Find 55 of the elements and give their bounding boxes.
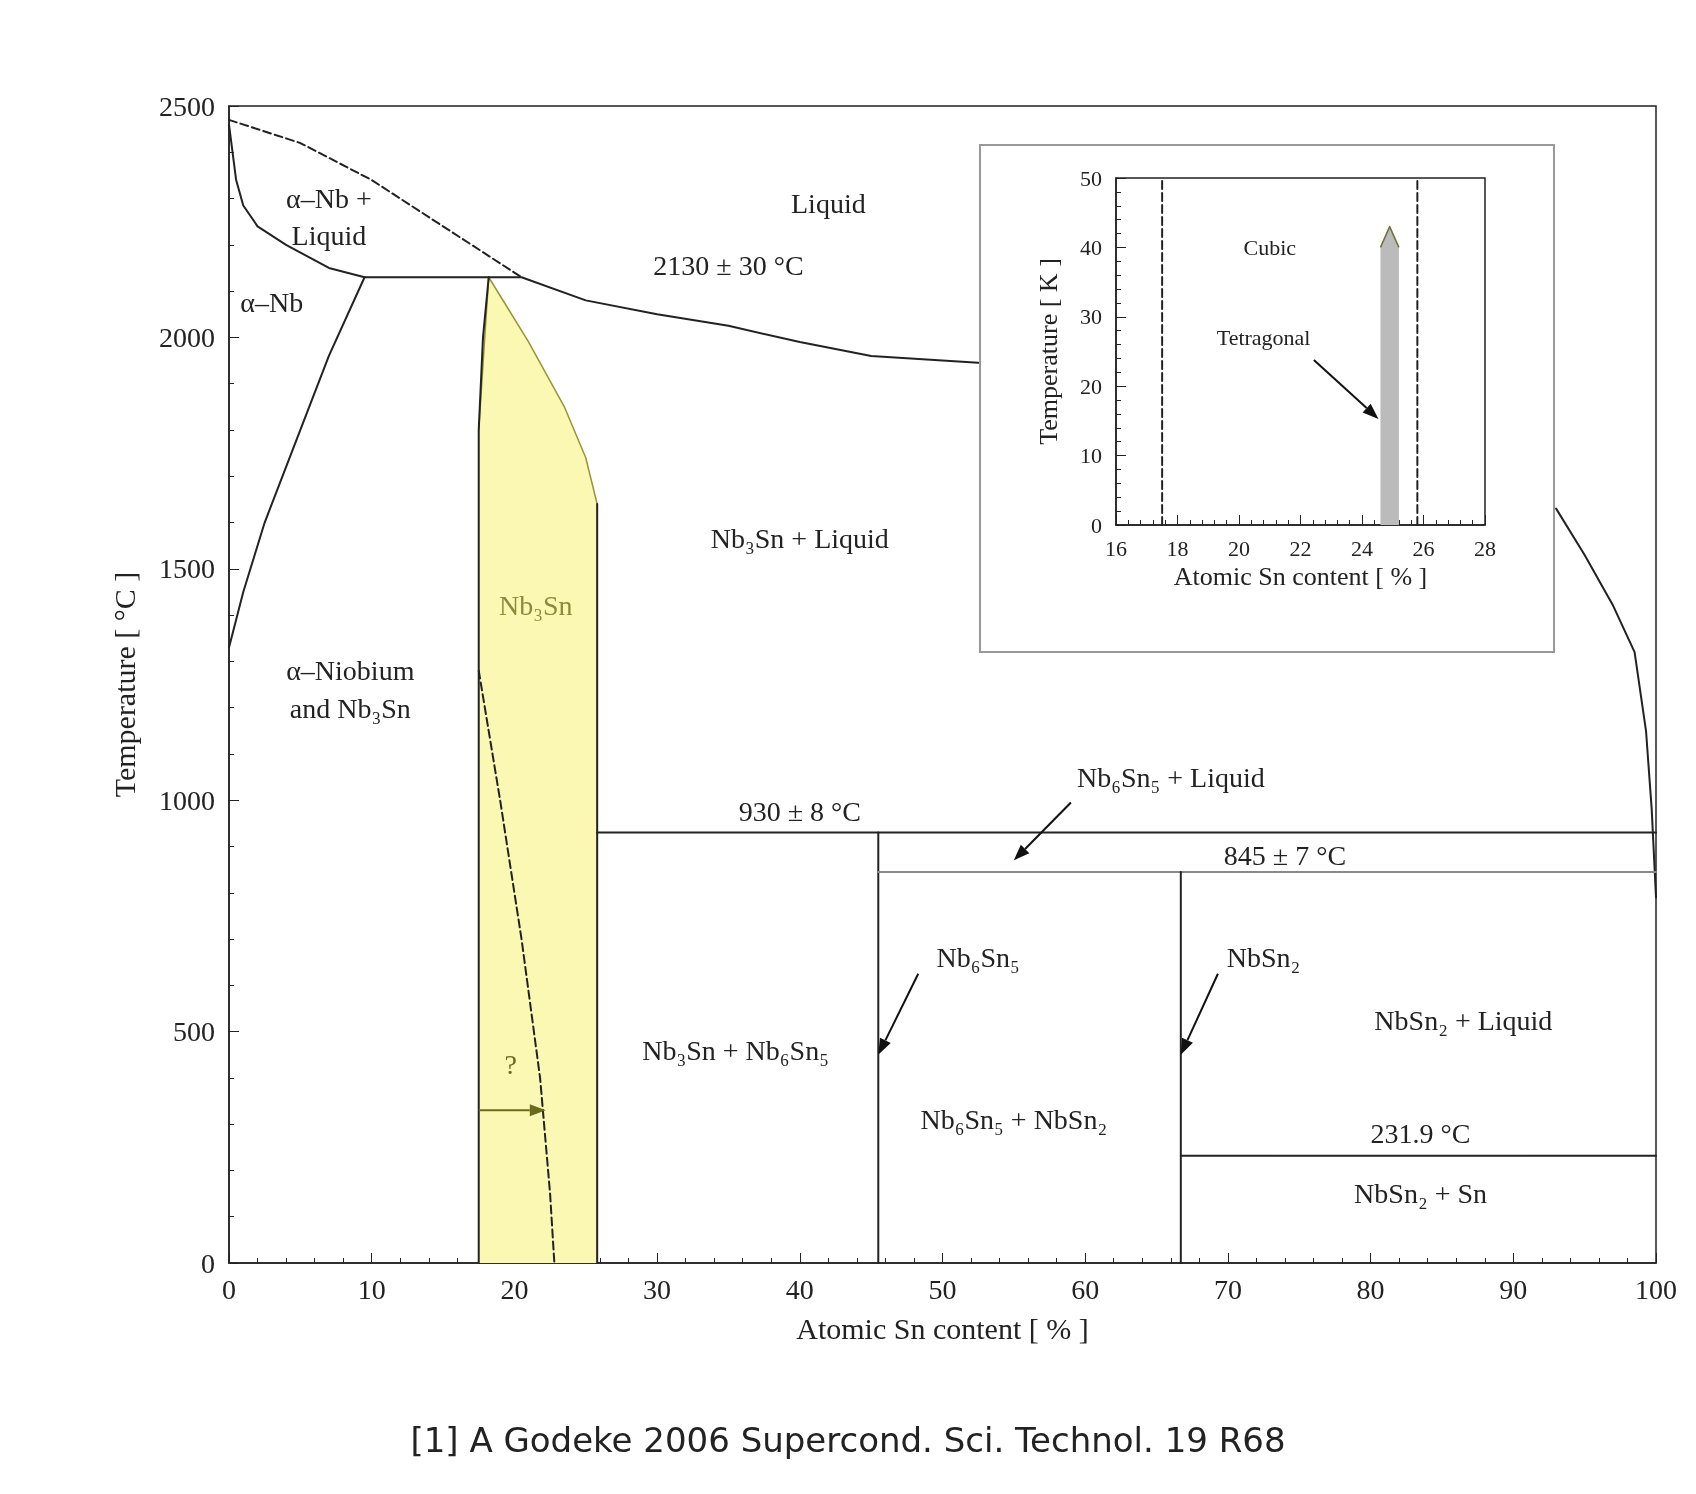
y-axis-title: Temperature [ K ] bbox=[1033, 258, 1063, 445]
x-tick-label: 60 bbox=[1071, 1273, 1100, 1305]
annotation: Nb₃Sn + Liquid bbox=[710, 523, 889, 555]
y-tick-label: 1500 bbox=[159, 553, 215, 585]
x-tick-label: 10 bbox=[357, 1273, 386, 1305]
x-tick-label: 28 bbox=[1474, 535, 1496, 561]
annotation: Nb₆Sn₅ + Liquid bbox=[1076, 761, 1265, 793]
y-tick-label: 30 bbox=[1080, 304, 1102, 330]
y-tick-label: 10 bbox=[1080, 443, 1102, 469]
y-tick-label: 50 bbox=[1080, 165, 1102, 191]
y-tick-label: 40 bbox=[1080, 234, 1102, 260]
x-tick-label: 20 bbox=[500, 1273, 529, 1305]
x-tick-label: 22 bbox=[1289, 535, 1312, 561]
annotation: 231.9 °C bbox=[1370, 1117, 1471, 1149]
y-tick-label: 0 bbox=[1091, 512, 1102, 538]
x-tick-label: 40 bbox=[785, 1273, 814, 1305]
x-tick-label: 20 bbox=[1228, 535, 1250, 561]
annotation: 930 ± 8 °C bbox=[738, 796, 861, 828]
annotation: 845 ± 7 °C bbox=[1223, 840, 1347, 872]
y-tick-label: 2500 bbox=[159, 90, 215, 122]
x-tick-label: 100 bbox=[1635, 1273, 1677, 1305]
annotation: Nb₃Sn bbox=[499, 590, 573, 622]
annotation: Tetragonal bbox=[1216, 325, 1311, 351]
x-tick-label: 26 bbox=[1412, 535, 1435, 561]
annotation: ? bbox=[504, 1048, 518, 1080]
annotation: α–Niobium and Nb₃Sn bbox=[286, 654, 415, 724]
y-tick-label: 1000 bbox=[159, 784, 215, 816]
annotation: α–Nb + Liquid bbox=[286, 182, 372, 252]
x-tick-label: 0 bbox=[222, 1273, 236, 1305]
y-tick-label: 500 bbox=[173, 1016, 215, 1048]
x-axis-title: Atomic Sn content [ % ] bbox=[1173, 562, 1428, 592]
annotation: Nb₆Sn₅ bbox=[936, 942, 1020, 974]
text: [1] A Godeke 2006 Supercond. Sci. Technol. 19 R68 bbox=[409, 1420, 1287, 1460]
y-axis-title: Temperature [ °C ] bbox=[107, 571, 141, 798]
annotation: Liquid bbox=[791, 187, 866, 219]
x-tick-label: 80 bbox=[1356, 1273, 1385, 1305]
y-tick-label: 20 bbox=[1080, 373, 1102, 399]
x-tick-label: 16 bbox=[1105, 535, 1127, 561]
annotation: 2130 ± 30 °C bbox=[653, 250, 804, 282]
x-axis-title: Atomic Sn content [ % ] bbox=[796, 1311, 1089, 1345]
annotation: Nb₃Sn + Nb₆Sn₅ bbox=[642, 1034, 829, 1066]
annotation: NbSn₂ bbox=[1226, 942, 1301, 974]
y-tick-label: 2000 bbox=[159, 321, 215, 353]
x-tick-label: 24 bbox=[1351, 535, 1373, 561]
x-tick-label: 50 bbox=[928, 1273, 957, 1305]
annotation: α–Nb bbox=[240, 287, 304, 319]
y-tick-label: 0 bbox=[201, 1247, 215, 1279]
annotation: Nb₆Sn₅ + NbSn₂ bbox=[920, 1104, 1108, 1136]
x-tick-label: 18 bbox=[1166, 535, 1189, 561]
annotation: Cubic bbox=[1243, 234, 1297, 260]
x-tick-label: 70 bbox=[1213, 1273, 1242, 1305]
annotation: NbSn₂ + Sn bbox=[1354, 1178, 1488, 1210]
x-tick-label: 30 bbox=[643, 1273, 672, 1305]
annotation: NbSn₂ + Liquid bbox=[1374, 1004, 1553, 1036]
x-tick-label: 90 bbox=[1499, 1273, 1528, 1305]
